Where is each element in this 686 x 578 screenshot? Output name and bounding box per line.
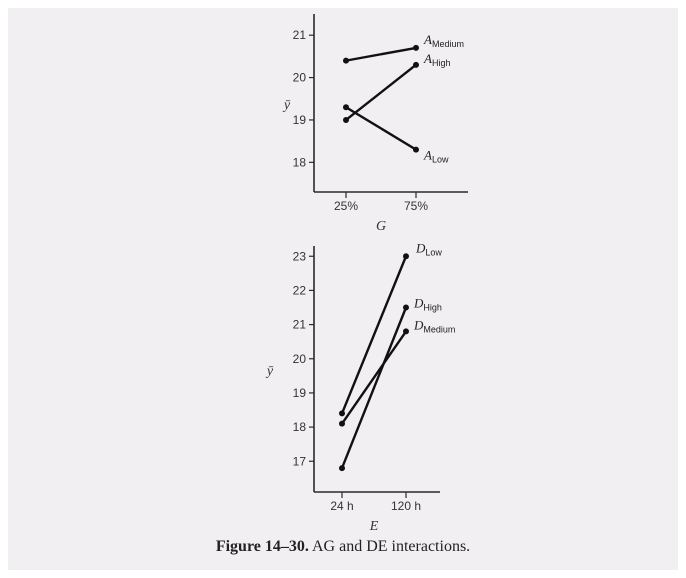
data-point: [413, 61, 419, 68]
y-tick-label: 20: [293, 71, 307, 85]
data-point: [343, 104, 349, 111]
data-point: [339, 420, 345, 427]
x-tick-label: 24 h: [330, 499, 353, 513]
series-label: DMedium: [413, 317, 455, 334]
x-axis-label: G: [376, 219, 386, 234]
series-label: AMedium: [423, 32, 464, 49]
data-point: [339, 410, 345, 417]
series-line: [344, 106, 418, 151]
data-point: [343, 57, 349, 64]
y-tick-label: 20: [293, 352, 307, 366]
x-axis-label: E: [369, 519, 379, 534]
y-tick-label: 17: [293, 454, 307, 468]
caption-label: Figure 14–30.: [215, 538, 309, 555]
caption-text: AG and DE interactions.: [311, 538, 471, 555]
data-point: [403, 304, 409, 311]
x-tick-label: 25%: [334, 199, 358, 213]
y-tick-label: 19: [293, 113, 307, 127]
series-line: [344, 63, 418, 122]
ag-interaction-chart: 18 19 20 21 25% 75% ȳ G AMedium AHigh ALow: [282, 14, 468, 234]
series-label: AHigh: [423, 51, 450, 68]
y-axis-label: ȳ: [265, 364, 274, 379]
y-tick-label: 18: [293, 420, 307, 434]
y-tick-label: 21: [293, 28, 307, 42]
series-line: [340, 306, 408, 470]
series-label: DLow: [415, 240, 442, 257]
series-line: [340, 255, 408, 415]
y-tick-label: 22: [293, 283, 307, 297]
y-axis-label: ȳ: [282, 98, 291, 113]
y-tick-label: 21: [293, 318, 307, 332]
y-tick-label: 19: [293, 386, 307, 400]
x-tick-label: 120 h: [391, 499, 421, 513]
series-line: [340, 330, 408, 425]
de-interaction-chart: 17 18 19 20 21 22 23 24 h 120 h ȳ E DLow DHigh DMediu…: [265, 240, 456, 534]
figure-page: [8, 8, 678, 570]
data-point: [343, 116, 349, 123]
data-point: [403, 328, 409, 335]
figure-caption: Figure 14–30. AG and DE interactions.: [0, 538, 686, 556]
x-tick-label: 75%: [404, 199, 428, 213]
series-label: DHigh: [413, 296, 442, 313]
data-point: [403, 253, 409, 260]
series-line: [344, 46, 418, 62]
y-tick-label: 23: [293, 249, 307, 263]
y-tick-label: 18: [293, 155, 307, 169]
data-point: [413, 44, 419, 51]
series-label: ALow: [423, 148, 449, 165]
data-point: [339, 465, 345, 472]
data-point: [413, 146, 419, 153]
